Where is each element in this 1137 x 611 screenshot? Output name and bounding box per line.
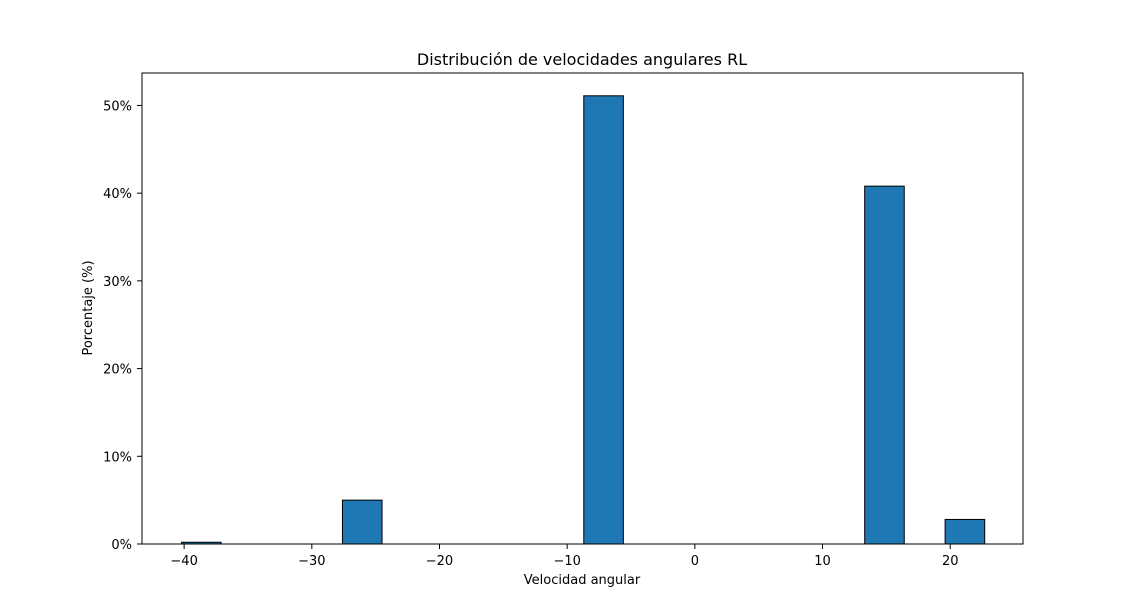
x-axis: −40 −30 −20 −10 0 10 20: [170, 544, 958, 569]
y-tick-label-0: 0%: [111, 538, 132, 553]
y-tick-label-2: 20%: [103, 363, 132, 378]
histogram-bar-4: [944, 518, 986, 545]
x-tick-label-6: 20: [942, 554, 959, 569]
y-tick-label-5: 50%: [103, 99, 132, 114]
chart-title: Distribución de velocidades angulares RL: [417, 50, 747, 69]
histogram-bar-3: [864, 185, 905, 545]
y-tick-label-3: 30%: [103, 275, 132, 290]
y-tick-label-1: 10%: [103, 450, 132, 465]
y-tick-label-4: 40%: [103, 187, 132, 202]
histogram-bar-1: [341, 499, 383, 545]
x-axis-label: Velocidad angular: [524, 573, 641, 588]
x-tick-label-5: 10: [814, 554, 831, 569]
y-axis: 0% 10% 20% 30% 40% 50%: [103, 99, 142, 553]
histogram-bar-2: [583, 95, 624, 545]
x-tick-label-2: −20: [426, 554, 453, 569]
x-tick-label-4: 0: [691, 554, 699, 569]
y-axis-label: Porcentaje (%): [81, 260, 96, 355]
x-tick-label-3: −10: [553, 554, 580, 569]
bars-group: [181, 95, 986, 545]
plot-frame: [141, 72, 1024, 545]
x-tick-label-1: −30: [298, 554, 325, 569]
x-tick-label-0: −40: [170, 554, 197, 569]
